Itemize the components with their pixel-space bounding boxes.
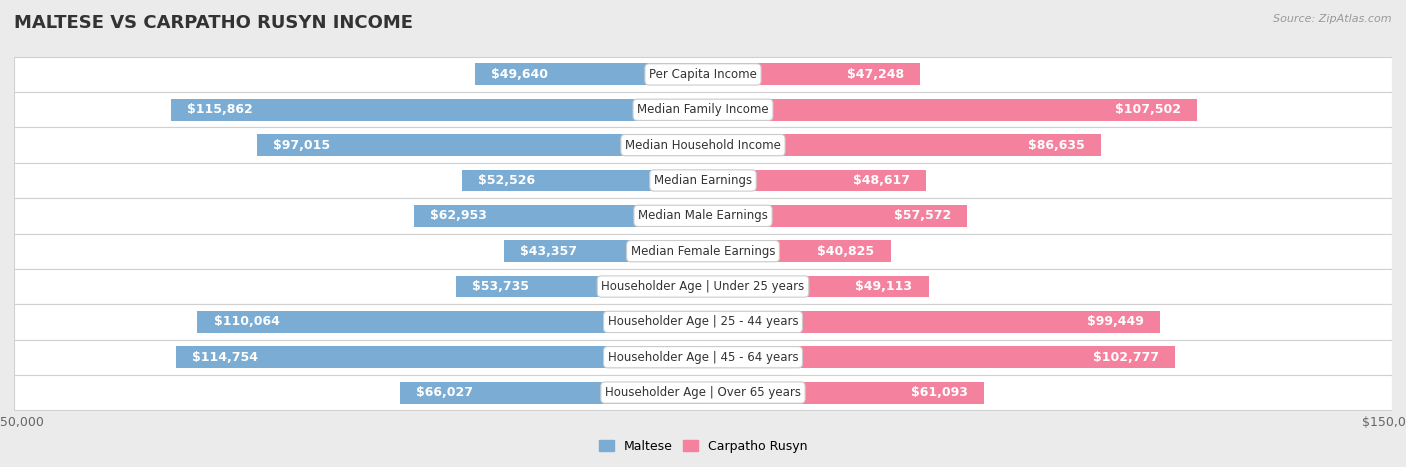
Bar: [503, 240, 703, 262]
Bar: [399, 382, 703, 403]
Text: $102,777: $102,777: [1092, 351, 1159, 364]
Bar: [456, 276, 703, 297]
Bar: [461, 170, 703, 191]
Text: Householder Age | 25 - 44 years: Householder Age | 25 - 44 years: [607, 315, 799, 328]
Bar: [703, 205, 967, 227]
Text: $49,640: $49,640: [491, 68, 548, 81]
Bar: [172, 99, 703, 121]
Text: Per Capita Income: Per Capita Income: [650, 68, 756, 81]
Bar: [703, 346, 1175, 368]
Bar: [257, 134, 703, 156]
Bar: [14, 304, 1392, 340]
Bar: [703, 311, 1160, 333]
Text: $86,635: $86,635: [1028, 139, 1085, 152]
Bar: [14, 198, 1392, 234]
Text: $114,754: $114,754: [193, 351, 259, 364]
Text: $52,526: $52,526: [478, 174, 534, 187]
Text: $66,027: $66,027: [416, 386, 472, 399]
Text: $62,953: $62,953: [430, 209, 486, 222]
Text: $97,015: $97,015: [274, 139, 330, 152]
Text: Householder Age | Over 65 years: Householder Age | Over 65 years: [605, 386, 801, 399]
Text: Householder Age | 45 - 64 years: Householder Age | 45 - 64 years: [607, 351, 799, 364]
Bar: [475, 64, 703, 85]
Text: $43,357: $43,357: [520, 245, 576, 258]
Bar: [14, 92, 1392, 127]
Bar: [703, 382, 984, 403]
Bar: [14, 163, 1392, 198]
Text: Median Female Earnings: Median Female Earnings: [631, 245, 775, 258]
Text: $115,862: $115,862: [187, 103, 253, 116]
Text: $48,617: $48,617: [853, 174, 910, 187]
Bar: [14, 269, 1392, 304]
Text: $61,093: $61,093: [911, 386, 967, 399]
Legend: Maltese, Carpatho Rusyn: Maltese, Carpatho Rusyn: [593, 435, 813, 458]
Bar: [703, 240, 890, 262]
Text: $49,113: $49,113: [855, 280, 912, 293]
Bar: [413, 205, 703, 227]
Text: Householder Age | Under 25 years: Householder Age | Under 25 years: [602, 280, 804, 293]
Text: $57,572: $57,572: [894, 209, 952, 222]
Bar: [14, 127, 1392, 163]
Bar: [703, 170, 927, 191]
Bar: [14, 234, 1392, 269]
Bar: [14, 375, 1392, 410]
Text: Median Household Income: Median Household Income: [626, 139, 780, 152]
Text: $110,064: $110,064: [214, 315, 280, 328]
Bar: [703, 276, 928, 297]
Text: Source: ZipAtlas.com: Source: ZipAtlas.com: [1274, 14, 1392, 24]
Text: MALTESE VS CARPATHO RUSYN INCOME: MALTESE VS CARPATHO RUSYN INCOME: [14, 14, 413, 32]
Text: Median Male Earnings: Median Male Earnings: [638, 209, 768, 222]
Bar: [176, 346, 703, 368]
Bar: [14, 57, 1392, 92]
Text: Median Family Income: Median Family Income: [637, 103, 769, 116]
Bar: [703, 134, 1101, 156]
Bar: [14, 340, 1392, 375]
Bar: [703, 99, 1197, 121]
Text: $107,502: $107,502: [1115, 103, 1181, 116]
Text: $99,449: $99,449: [1087, 315, 1143, 328]
Text: $53,735: $53,735: [472, 280, 529, 293]
Bar: [703, 64, 920, 85]
Text: Median Earnings: Median Earnings: [654, 174, 752, 187]
Text: $40,825: $40,825: [817, 245, 875, 258]
Text: $47,248: $47,248: [846, 68, 904, 81]
Bar: [197, 311, 703, 333]
